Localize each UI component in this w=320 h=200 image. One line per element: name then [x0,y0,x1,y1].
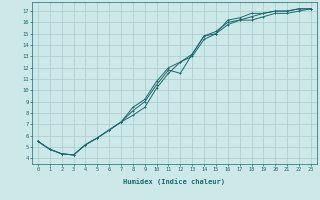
X-axis label: Humidex (Indice chaleur): Humidex (Indice chaleur) [124,178,225,185]
